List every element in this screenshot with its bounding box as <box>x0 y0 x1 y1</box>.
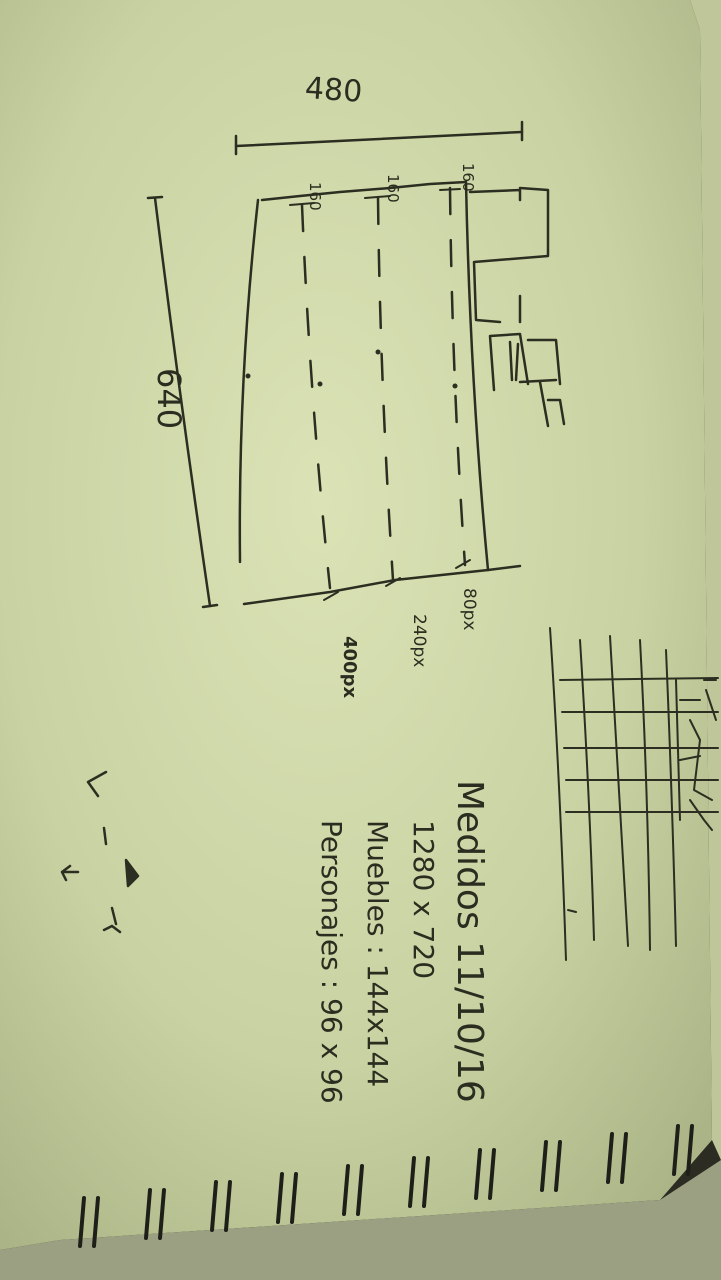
room-top-edge <box>260 180 468 202</box>
spiral-ring <box>356 1164 364 1216</box>
spiral-ring <box>210 1180 218 1232</box>
spiral-ring <box>144 1188 152 1240</box>
notes-line-2: Muebles : 144x144 <box>361 820 394 1087</box>
center-dot-row-3 <box>452 383 458 389</box>
direction-arrows-sketch <box>60 770 140 934</box>
paper-sheet <box>0 0 712 1250</box>
spiral-ring <box>540 1140 548 1192</box>
spiral-binding <box>78 1124 694 1248</box>
row-tick-5 <box>385 577 401 587</box>
left-edge-dot <box>245 373 251 379</box>
offset-label-240px: 240px <box>409 614 429 667</box>
offset-label-80px: 80px <box>459 588 479 630</box>
spiral-ring <box>422 1156 430 1208</box>
spiral-ring <box>224 1180 232 1232</box>
notes-block: Medidos 11/10/16 1280 x 720 Muebles : 14… <box>315 780 490 1104</box>
height-label: 640 <box>150 368 188 429</box>
spiral-ring <box>342 1164 350 1216</box>
row-tick-4 <box>323 591 339 601</box>
spiral-ring <box>92 1196 100 1248</box>
notes-title: Medidos 11/10/16 <box>449 780 490 1103</box>
room-right-edge <box>464 180 490 572</box>
spiral-ring <box>488 1148 496 1200</box>
row-tick-6 <box>455 559 471 569</box>
spiral-ring <box>158 1188 166 1240</box>
width-label: 480 <box>304 71 364 110</box>
paper-edge-right <box>690 0 721 1160</box>
spiral-ring <box>620 1132 628 1184</box>
spiral-ring <box>290 1172 298 1224</box>
furniture-sketch-2 <box>488 332 566 428</box>
height-dimension-tick-bottom <box>201 603 219 609</box>
row-label-3: 160 <box>306 182 324 211</box>
width-dimension-line <box>234 130 524 148</box>
row-label-2: 160 <box>384 174 402 203</box>
spiral-ring <box>686 1124 694 1176</box>
room-left-edge <box>238 198 260 564</box>
offset-label-400px: 400px <box>339 636 360 698</box>
dashed-line-row-2 <box>376 196 395 582</box>
notes-line-3: Personajes : 96 x 96 <box>315 820 348 1104</box>
table-surface <box>0 1160 721 1280</box>
spiral-ring <box>78 1196 86 1248</box>
center-dot-row-1 <box>317 381 323 387</box>
dashed-line-row-1 <box>300 203 332 590</box>
furniture-sketch-1 <box>468 186 550 324</box>
row-label-1: 160 <box>459 163 477 192</box>
grid-sketch <box>549 627 719 961</box>
height-dimension-tick-top <box>146 195 164 200</box>
spiral-ring <box>276 1172 284 1224</box>
dashed-line-row-3 <box>448 186 467 567</box>
spiral-ring <box>554 1140 562 1192</box>
height-dimension-line <box>153 196 212 608</box>
center-dot-row-2 <box>375 349 381 355</box>
notes-line-1: 1280 x 720 <box>407 820 440 979</box>
spiral-ring <box>672 1124 680 1176</box>
spiral-ring <box>474 1148 482 1200</box>
spiral-ring <box>606 1132 614 1184</box>
spiral-ring <box>408 1156 416 1208</box>
